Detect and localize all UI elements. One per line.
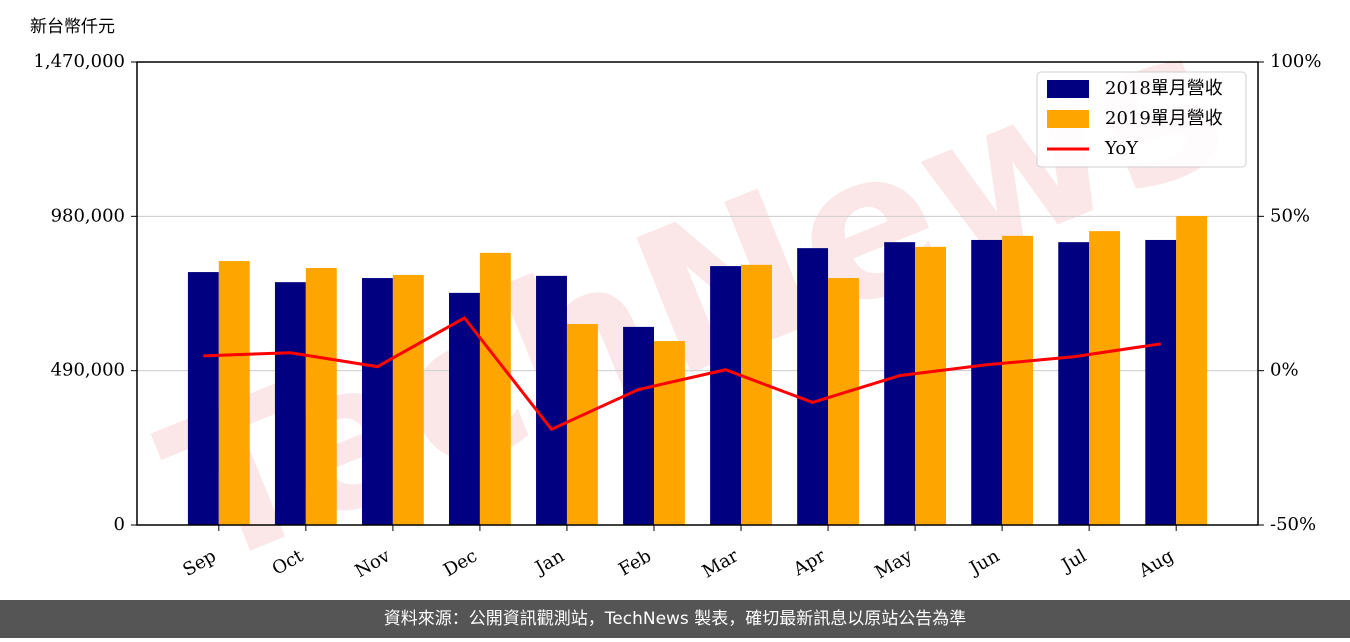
x-tick-label: Jan: [530, 545, 568, 579]
bar: [392, 274, 424, 525]
x-tick-label: Feb: [615, 545, 655, 580]
x-tick-label: Dec: [440, 545, 481, 581]
bar: [1089, 231, 1121, 526]
y2-tick-label: 100%: [1270, 51, 1321, 72]
y-tick-label: 980,000: [51, 205, 125, 226]
x-tick-label: Mar: [699, 545, 743, 582]
y-tick-label: 1,470,000: [33, 51, 125, 72]
bar: [623, 326, 654, 525]
bar: [305, 267, 337, 525]
legend-label: 2019單月營收: [1105, 108, 1223, 129]
bar: [274, 282, 306, 525]
bar: [653, 341, 685, 525]
legend-swatch: [1047, 110, 1089, 128]
footer-bar: [0, 600, 1350, 638]
bar: [1176, 216, 1208, 525]
bar: [710, 266, 742, 525]
x-tick-label: Apr: [789, 545, 829, 580]
bar: [1145, 239, 1177, 525]
legend-label: YoY: [1104, 138, 1139, 159]
bar: [218, 261, 250, 525]
bar: [971, 239, 1003, 525]
bar: [828, 278, 859, 525]
bar: [1058, 242, 1090, 526]
legend-swatch: [1047, 80, 1089, 98]
x-tick-label: Aug: [1135, 545, 1178, 582]
bar: [797, 248, 829, 525]
bar: [884, 242, 916, 526]
bar: [1002, 235, 1034, 526]
y2-tick-label: 50%: [1270, 205, 1310, 226]
bar: [566, 324, 598, 525]
plot-frame: [136, 61, 1259, 526]
legend-label: 2018單月營收: [1105, 78, 1223, 99]
x-tick-label: May: [872, 545, 917, 583]
y-axis-label: 新台幣仟元: [30, 17, 115, 37]
bar: [187, 272, 219, 525]
bar: [536, 275, 567, 525]
x-tick-label: Jun: [965, 545, 1004, 580]
footer: 資料來源：公開資訊觀測站，TechNews 製表，確切最新訊息以原站公告為準: [384, 609, 966, 629]
y2-tick-label: 0%: [1270, 360, 1299, 381]
line: [203, 315, 1161, 432]
bar: [361, 278, 393, 525]
legend-box: [1036, 71, 1247, 168]
bar: [449, 292, 480, 525]
x-tick-label: Jul: [1057, 545, 1091, 577]
y-tick-label: 490,000: [51, 360, 125, 381]
y-tick-label: 0: [114, 514, 125, 535]
bar: [479, 252, 511, 525]
bar: [915, 246, 946, 525]
bar: [741, 264, 772, 525]
y2-tick-label: -50%: [1270, 514, 1316, 535]
